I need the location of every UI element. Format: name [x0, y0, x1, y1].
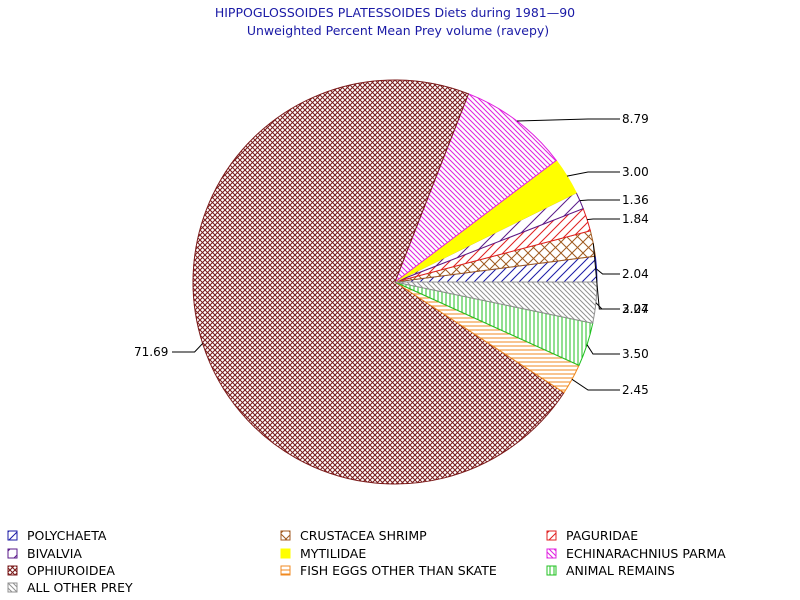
leader-line	[571, 378, 620, 391]
legend-swatch	[7, 530, 18, 541]
slice-value-label: 2.04	[622, 267, 649, 281]
slice-label-bivalvia: 1.36	[579, 193, 649, 207]
pie-slices	[192, 79, 598, 485]
leader-line	[172, 343, 203, 353]
legend-label: FISH EGGS OTHER THAN SKATE	[300, 563, 497, 578]
legend-item: ECHINARACHNIUS PARMA	[546, 546, 726, 561]
leader-line	[596, 268, 620, 275]
legend-label: MYTILIDAE	[300, 546, 366, 561]
leader-line	[595, 302, 620, 310]
slice-label-polychaeta: 2.04	[596, 267, 649, 281]
chart-title: HIPPOGLOSSOIDES PLATESSOIDES Diets durin…	[215, 5, 575, 20]
slice-value-label: 3.27	[622, 302, 649, 316]
slice-value-label: 3.50	[622, 347, 649, 361]
slice-value-label: 2.45	[622, 383, 649, 397]
legend-item: FISH EGGS OTHER THAN SKATE	[280, 563, 497, 578]
slice-value-label: 2.04	[622, 302, 649, 316]
leader-line	[579, 199, 620, 202]
leader-line	[516, 118, 620, 122]
slice-label-echinarachnius-parma: 8.79	[516, 112, 649, 126]
legend-label: ECHINARACHNIUS PARMA	[566, 546, 726, 561]
legend-swatch	[280, 565, 291, 576]
legend-swatch	[546, 548, 557, 559]
slice-label-all-other-prey: 3.27	[595, 302, 649, 316]
legend-item: ANIMAL REMAINS	[546, 563, 675, 578]
slice-label-ophiuroidea: 71.69	[134, 343, 203, 359]
slice-labels: 2.04 2.04 1.84 1.36 3.00 8.79 71.69 2.45 3.50 3.2…	[134, 112, 649, 397]
slice-value-label: 8.79	[622, 112, 649, 126]
slice-label-mytilidae: 3.00	[566, 165, 649, 179]
leader-line	[586, 344, 620, 355]
legend-swatch	[546, 565, 557, 576]
legend-swatch	[280, 548, 291, 559]
legend-swatch	[546, 530, 557, 541]
legend-item: POLYCHAETA	[7, 528, 107, 543]
legend-label: ALL OTHER PREY	[27, 580, 133, 595]
slice-label-animal-remains: 3.50	[586, 344, 649, 361]
legend-label: ANIMAL REMAINS	[566, 563, 675, 578]
legend-item: MYTILIDAE	[280, 546, 366, 561]
legend-item: CRUSTACEA SHRIMP	[280, 528, 427, 543]
legend-swatch	[7, 582, 18, 593]
legend-item: ALL OTHER PREY	[7, 580, 133, 595]
legend-label: CRUSTACEA SHRIMP	[300, 528, 427, 543]
slice-value-label: 1.84	[622, 212, 649, 226]
pie-slice-ophiuroidea	[192, 79, 565, 485]
legend-item: BIVALVIA	[7, 546, 82, 561]
legend-swatch	[7, 565, 18, 576]
legend-swatch	[280, 530, 291, 541]
leader-line	[566, 171, 620, 177]
leader-line	[587, 218, 620, 221]
slice-value-label: 3.00	[622, 165, 649, 179]
legend-label: BIVALVIA	[27, 546, 82, 561]
legend: POLYCHAETA CRUSTACEA SHRIMP PAGURIDAE BIVAL…	[7, 528, 726, 595]
slice-value-label: 1.36	[622, 193, 649, 207]
slice-value-label: 71.69	[134, 345, 168, 359]
legend-item: PAGURIDAE	[546, 528, 638, 543]
slice-label-paguridae: 1.84	[587, 212, 649, 226]
legend-item: OPHIUROIDEA	[7, 563, 115, 578]
slice-label-fish-eggs-other-than-skate: 2.45	[571, 378, 649, 397]
legend-swatch	[7, 548, 18, 559]
chart-subtitle: Unweighted Percent Mean Prey volume (rav…	[247, 23, 549, 38]
legend-label: OPHIUROIDEA	[27, 563, 115, 578]
legend-label: PAGURIDAE	[566, 528, 638, 543]
legend-label: POLYCHAETA	[27, 528, 107, 543]
